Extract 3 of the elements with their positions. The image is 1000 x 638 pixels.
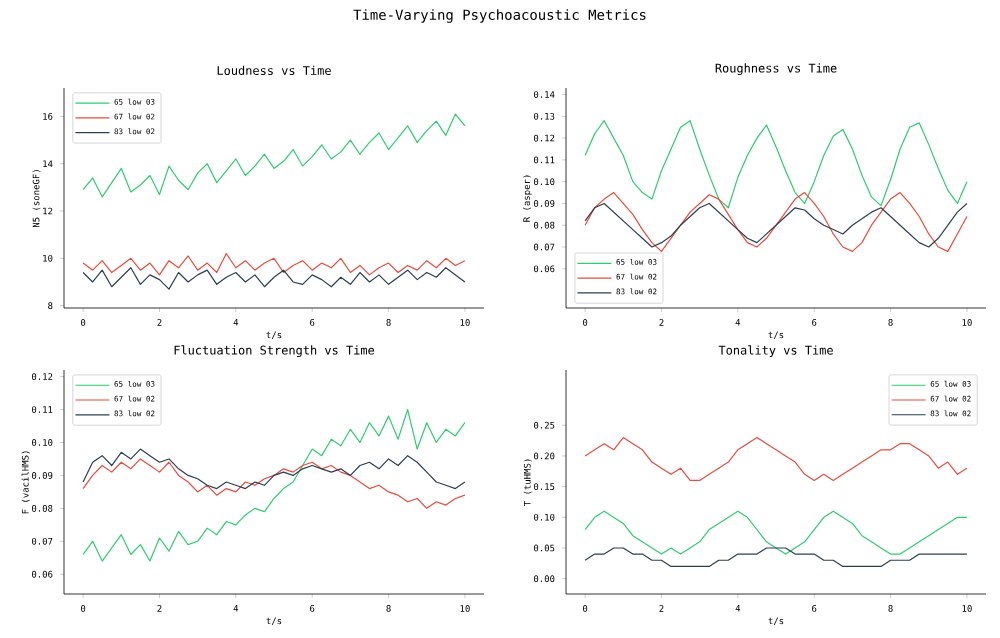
line-series [82, 252, 466, 276]
line-series [82, 448, 466, 490]
line-series [584, 436, 968, 482]
